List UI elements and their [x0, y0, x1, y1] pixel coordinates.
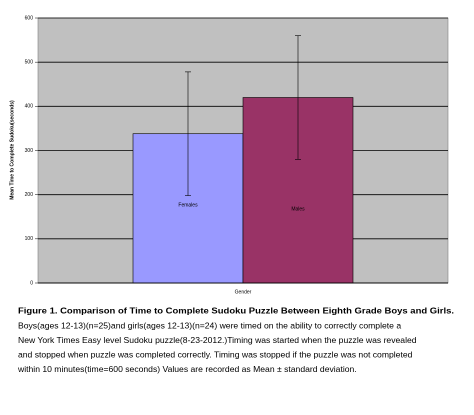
- y-tick-label: 100: [25, 236, 34, 242]
- x-axis-label: Gender: [235, 289, 252, 295]
- caption-line: New York Times Easy level Sudoku puzzle(…: [18, 335, 417, 345]
- caption-line: within 10 minutes(time=600 seconds) Valu…: [17, 364, 357, 374]
- caption-line: and stopped when puzzle was completed co…: [18, 349, 413, 359]
- category-label: Males: [291, 206, 305, 212]
- y-tick-label: 200: [25, 192, 34, 198]
- category-label: Females: [178, 202, 198, 208]
- y-tick-label: 500: [25, 59, 34, 65]
- caption-title: Figure 1. Comparison of Time to Complete…: [18, 305, 454, 315]
- y-tick-label: 600: [25, 15, 34, 21]
- y-tick-label: 0: [30, 280, 33, 286]
- y-axis-label: Mean Time to Complete Sudoku(seconds): [9, 100, 15, 200]
- y-tick-label: 300: [25, 148, 34, 154]
- y-tick-label: 400: [25, 104, 34, 110]
- caption-line: Boys(ages 12-13)(n=25)and girls(ages 12-…: [18, 320, 401, 330]
